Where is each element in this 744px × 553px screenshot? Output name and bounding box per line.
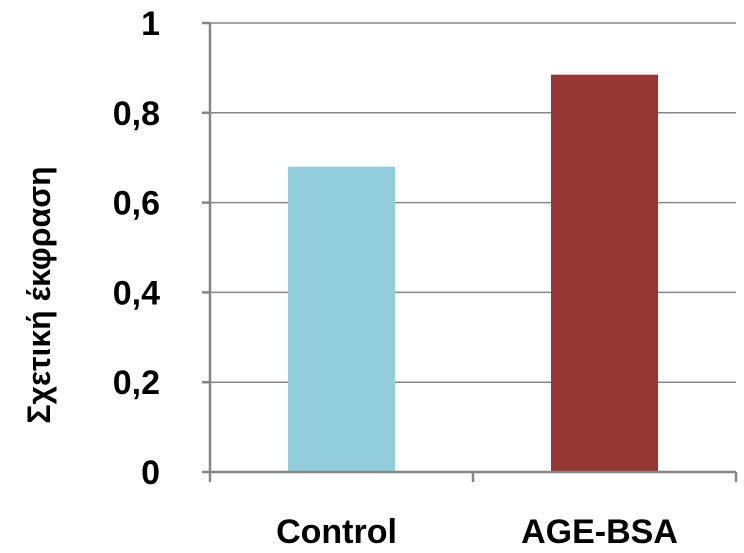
x-tick-label: AGE-BSA — [521, 513, 678, 551]
y-tick-label: 1 — [141, 5, 160, 43]
y-axis-label: Σχετική έκφραση — [21, 166, 57, 423]
y-tick-label: 0,6 — [113, 185, 160, 223]
y-tick-labels: 0 0,2 0,4 0,6 0,8 1 — [113, 5, 160, 492]
y-tick-label: 0 — [141, 454, 160, 492]
x-tick-label: Control — [276, 513, 397, 551]
bars — [288, 74, 658, 472]
axes — [202, 21, 738, 482]
bar-control — [288, 166, 395, 472]
y-tick-label: 0,4 — [113, 274, 160, 312]
y-tick-label: 0,8 — [113, 95, 160, 133]
y-tick-label: 0,2 — [113, 364, 160, 402]
bar-age-bsa — [551, 74, 658, 472]
x-tick-labels: Control AGE-BSA — [276, 513, 678, 551]
